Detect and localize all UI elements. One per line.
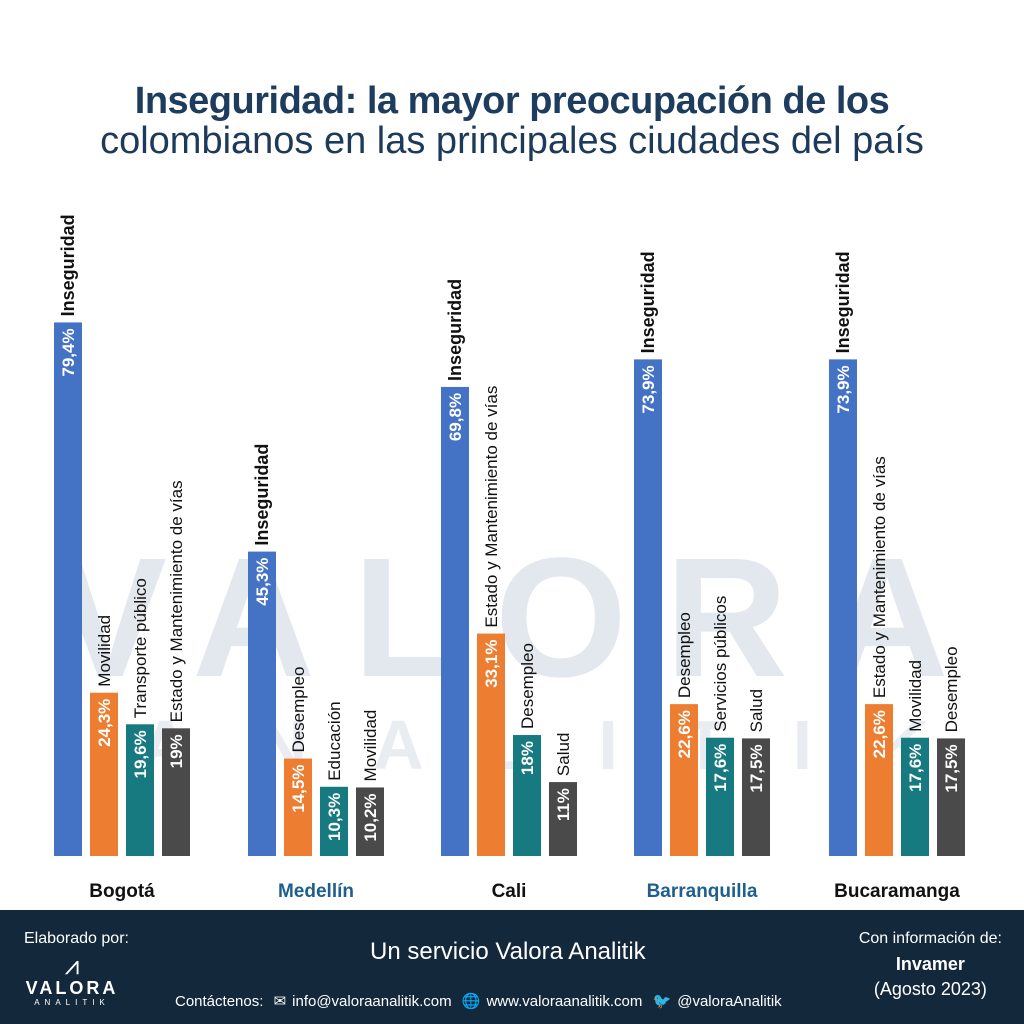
value-label: 17,5% (942, 744, 961, 792)
city-label: Medellín (278, 881, 354, 902)
category-label: Movilidad (906, 660, 925, 732)
bar-bogotá-3 (162, 728, 190, 856)
email-link[interactable]: info@valoraanalitik.com (292, 993, 452, 1010)
contact-line: Contáctenos: ✉ info@valoraanalitik.com 🌐 w… (175, 992, 788, 1010)
logo-word: VALORA (25, 978, 119, 998)
bar-bogotá-0 (54, 322, 82, 856)
value-label: 17,5% (747, 744, 766, 792)
value-label: 10,2% (361, 793, 380, 841)
value-label: 33,1% (482, 640, 501, 688)
bar-barranquilla-3 (742, 738, 770, 856)
category-label: Salud (554, 733, 573, 776)
valora-wing-icon: ⩘ (64, 950, 80, 980)
bar-chart: 79,4% Inseguridad 24,3% Movilidad 19,6% Trans… (54, 214, 965, 902)
category-label: Inseguridad (445, 279, 465, 381)
category-label: Desempleo (675, 612, 694, 698)
globe-icon: 🌐 (461, 993, 481, 1010)
value-label: 11% (554, 788, 573, 821)
logo-sub: ANALITIK (34, 998, 110, 1007)
bar-medellín-1 (284, 758, 312, 856)
category-label: Desempleo (518, 643, 537, 729)
chart-title-line1: Inseguridad: la mayor preocupación de lo… (134, 80, 890, 122)
source-name: Invamer (895, 954, 965, 974)
source-date: (Agosto 2023) (873, 979, 987, 999)
category-label: Educación (325, 701, 344, 780)
value-label: 17,6% (906, 744, 925, 792)
bar-barranquilla-0 (634, 359, 662, 856)
value-label: 19% (167, 734, 186, 768)
value-label: 17,6% (711, 744, 730, 792)
service-text: Un servicio Valora Analitik (370, 938, 646, 965)
contact-label: Contáctenos: (175, 993, 264, 1010)
city-label: Cali (492, 881, 527, 902)
category-label: Inseguridad (833, 251, 853, 353)
bar-barranquilla-2 (706, 737, 734, 856)
category-label: Servicios públicos (711, 596, 730, 732)
category-label: Movilidad (361, 710, 380, 782)
category-label: Inseguridad (58, 214, 78, 316)
category-label: Inseguridad (638, 251, 658, 353)
bar-medellín-0 (248, 551, 276, 856)
value-label: 24,3% (95, 699, 114, 747)
website-link[interactable]: www.valoraanalitik.com (486, 993, 643, 1010)
chart-title-line2: colombianos en las principales ciudades … (100, 120, 924, 162)
mail-icon: ✉ (273, 993, 287, 1010)
city-label: Barranquilla (647, 881, 758, 902)
bar-medellín-2 (320, 786, 348, 856)
category-label: Inseguridad (252, 444, 272, 546)
bar-bucaramanga-3 (937, 738, 965, 856)
category-label: Desempleo (289, 667, 308, 753)
value-label: 22,6% (870, 710, 889, 758)
value-label: 18% (518, 741, 537, 775)
bar-barranquilla-1 (670, 704, 698, 856)
bar-medellín-3 (356, 787, 384, 856)
valora-logo: ⩘ VALORA ANALITIK (22, 952, 122, 1008)
elaborated-by-label: Elaborado por: (24, 930, 129, 947)
source-info: Con información de: Invamer (Agosto 2023… (859, 930, 1002, 1000)
bar-bucaramanga-1 (865, 704, 893, 856)
bar-cali-1 (477, 633, 505, 856)
value-label: 73,9% (834, 365, 853, 413)
value-label: 14,5% (289, 765, 308, 813)
category-label: Desempleo (942, 646, 961, 732)
bar-cali-2 (513, 735, 541, 856)
value-label: 73,9% (639, 365, 658, 413)
city-label: Bucaramanga (834, 881, 960, 902)
category-label: Transporte público (131, 578, 150, 718)
twitter-link[interactable]: @valoraAnalitik (677, 993, 782, 1010)
bar-bogotá-1 (90, 692, 118, 856)
bar-bucaramanga-2 (901, 737, 929, 856)
category-label: Movilidad (95, 615, 114, 687)
category-label: Estado y Mantenimiento de vías (482, 386, 501, 628)
category-label: Estado y Mantenimiento de vías (870, 456, 889, 698)
bar-cali-0 (441, 386, 469, 856)
footer: Elaborado por: ⩘ VALORA ANALITIK Un serv… (0, 910, 1024, 1024)
city-label: Bogotá (89, 881, 155, 902)
value-label: 19,6% (131, 730, 150, 778)
category-label: Estado y Mantenimiento de vías (167, 480, 186, 722)
source-label: Con información de: (858, 930, 1002, 947)
bar-bucaramanga-0 (829, 359, 857, 856)
value-label: 45,3% (253, 558, 272, 606)
bar-cali-3 (549, 782, 577, 856)
value-label: 69,8% (446, 393, 465, 441)
twitter-icon: 🐦 (652, 993, 672, 1010)
bar-bogotá-2 (126, 724, 154, 856)
category-label: Salud (747, 689, 766, 732)
value-label: 79,4% (59, 328, 78, 376)
value-label: 22,6% (675, 710, 694, 758)
value-label: 10,3% (325, 793, 344, 841)
